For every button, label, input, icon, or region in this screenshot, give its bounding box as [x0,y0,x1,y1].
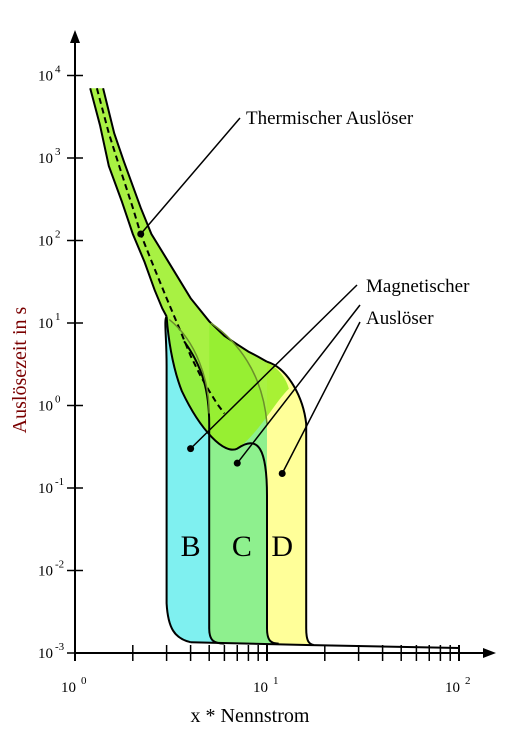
y-tick-label: 10 1 [38,311,61,332]
trip-curves [89,88,460,649]
magnetic-label-line-2: Auslöser [366,308,434,329]
axes [67,30,496,661]
region-label-d: D [271,530,293,563]
region-label-c: C [232,530,252,563]
x-axis-arrow [483,648,496,658]
region-c-outline [165,316,279,645]
y-tick-label: 10 2 [38,229,61,250]
y-axis-arrow [70,30,80,43]
x-ticks [74,645,460,661]
x-tick-label: 10 2 [445,675,471,696]
magnetic-leader-dot [278,469,286,477]
thermal-leader-dot [137,230,145,238]
magnetic-leader-dot [233,459,241,467]
magnetic-leader-line [190,284,358,450]
thermal-nominal-curve [95,88,226,415]
region-b-inner-edge [168,319,210,414]
y-ticks [67,74,83,654]
y-tick-label: 10 0 [38,394,61,415]
magnetic-leader-line [236,304,361,464]
instant-trip-line [190,641,460,649]
x-axis-label: x * Nennstrom [191,705,310,727]
x-tick-label: 10 0 [61,675,87,696]
magnetic-leaders [187,284,361,477]
region-b-outline [164,315,191,644]
y-tick-label: 10 -3 [38,641,65,662]
y-tick-label: 10 4 [38,64,61,85]
region-c-inner-edge [210,322,268,424]
y-tick-label: 10 -2 [38,559,64,580]
region-b-area [165,316,225,644]
region-d-outline [266,360,314,646]
thermal-label: Thermischer Auslöser [246,108,414,129]
magnetic-leader-line [281,321,361,474]
y-tick-label: 10 3 [38,146,61,167]
thermal-upper-curve [102,88,268,363]
thermal-leader-line [140,117,241,235]
thermal-band-area [90,88,289,450]
magnetic-leader-dot [187,445,195,453]
y-axis-label: Auslösezeit in s [9,306,31,433]
annotations: Thermischer Auslöser Magnetischer Auslös… [137,108,470,477]
y-tick-label: 10 -1 [38,476,64,497]
trip-regions [90,88,314,645]
thermal-lower-curve [89,88,168,317]
region-d-area [267,361,314,645]
magnetic-label-line-1: Magnetischer [366,276,470,297]
x-tick-label: 10 1 [253,675,279,696]
region-label-b: B [181,530,201,563]
